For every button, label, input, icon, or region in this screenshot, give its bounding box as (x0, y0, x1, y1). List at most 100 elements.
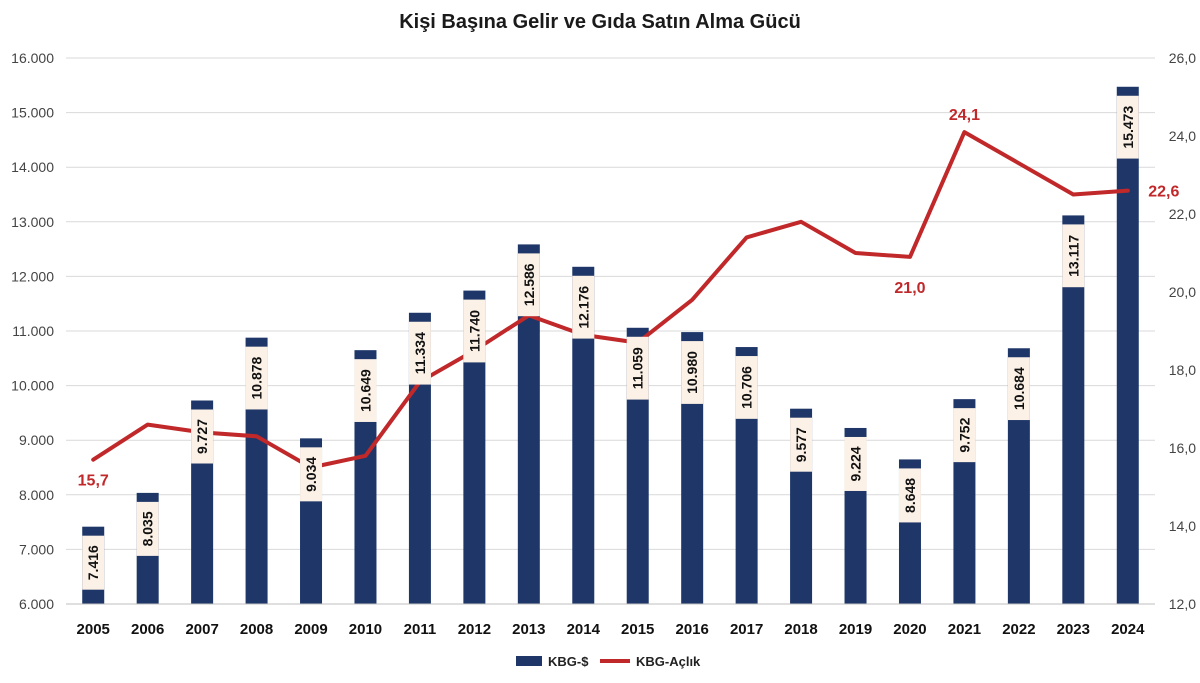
x-tick-label: 2022 (1002, 621, 1035, 638)
legend-bar-swatch (516, 656, 542, 666)
bar (463, 290, 486, 604)
left-tick-label: 13.000 (11, 214, 54, 230)
bar-label-box (517, 253, 540, 317)
legend-line-label: KBG-Açlık (636, 654, 701, 669)
x-axis: 2005 2006 2007 2008 2009 2010 2011 2012 2013 2014… (66, 603, 1155, 638)
left-tick-label: 11.000 (12, 323, 54, 339)
bar-label-box (191, 409, 214, 464)
bar-label-box (1062, 224, 1085, 288)
right-tick-label: 12,0 (1169, 596, 1196, 612)
line-point (1072, 194, 1074, 195)
left-axis: 6.000 7.000 8.000 9.000 10.000 11.000 12.000 13… (11, 50, 54, 612)
x-tick-label: 2019 (839, 621, 872, 638)
chart-title: Kişi Başına Gelir ve Gıda Satın Alma Güc… (399, 11, 801, 33)
bar (572, 266, 595, 604)
bar (1116, 86, 1139, 605)
x-tick-label: 2015 (621, 621, 654, 638)
x-tick-label: 2005 (77, 621, 110, 638)
bar-value-label: 10.980 (684, 351, 700, 394)
left-tick-label: 7.000 (19, 541, 54, 557)
bar-label-box (844, 436, 867, 491)
bar-label-box (82, 535, 105, 590)
right-tick-label: 20,0 (1169, 284, 1196, 300)
line-point-label: 15,7 (78, 473, 109, 490)
bar-value-labels: 7.416 8.035 9.727 10.878 9.034 10.649 11.334 11… (82, 95, 1139, 590)
bar-value-label: 9.577 (793, 427, 809, 462)
line-point-labels: 15,7 21,0 24,1 22,6 (78, 107, 1180, 490)
left-tick-label: 16.000 (11, 50, 54, 66)
left-tick-label: 10.000 (11, 378, 54, 394)
bar-label-box (626, 336, 649, 400)
bar-value-label: 11.059 (630, 347, 646, 389)
bar-value-label: 12.586 (521, 263, 537, 306)
left-tick-label: 12.000 (11, 268, 54, 284)
bar-value-label: 9.752 (956, 417, 972, 452)
x-tick-label: 2016 (675, 621, 708, 638)
bar-value-label: 9.224 (848, 446, 864, 481)
bar-label-box (354, 359, 377, 422)
x-tick-label: 2008 (240, 621, 273, 638)
line-point (1127, 190, 1129, 192)
x-tick-label: 2012 (458, 621, 491, 638)
line-point-label: 22,6 (1148, 184, 1179, 201)
right-tick-label: 22,0 (1169, 206, 1196, 222)
bar-label-box (735, 356, 758, 419)
x-tick-label: 2007 (185, 621, 218, 638)
x-tick-label: 2011 (404, 621, 437, 638)
bar-value-label: 8.035 (140, 511, 156, 546)
bar-series (82, 86, 1139, 605)
bar-label-box (898, 468, 921, 523)
right-tick-label: 24,0 (1169, 128, 1196, 144)
bar-label-box (136, 501, 159, 556)
bar-label-box (1116, 95, 1139, 159)
left-tick-label: 15.000 (11, 105, 54, 121)
bar-value-label: 13.117 (1065, 235, 1081, 277)
bar-label-box (790, 417, 813, 472)
line-point-label: 21,0 (894, 280, 925, 297)
bar-value-label: 11.334 (412, 332, 428, 374)
bar (1062, 215, 1085, 604)
line-point (364, 455, 366, 457)
bar-value-label: 10.649 (357, 369, 373, 412)
bar-value-label: 10.878 (249, 356, 265, 399)
right-tick-label: 14,0 (1169, 518, 1196, 534)
left-tick-label: 8.000 (19, 487, 54, 503)
line-point (1018, 162, 1020, 164)
bar-value-label: 7.416 (85, 545, 101, 580)
line-point (800, 221, 802, 223)
bar-value-label: 10.706 (739, 366, 755, 409)
bar-value-label: 15.473 (1120, 106, 1136, 149)
x-tick-label: 2024 (1111, 621, 1145, 638)
gridlines (66, 57, 1155, 605)
x-tick-label: 2017 (730, 621, 763, 638)
right-tick-label: 18,0 (1169, 362, 1196, 378)
bar-value-label: 9.727 (194, 419, 210, 454)
bar-value-label: 8.648 (902, 478, 918, 513)
bar-value-label: 11.740 (466, 310, 482, 352)
right-tick-label: 26,0 (1169, 50, 1196, 66)
bar (517, 244, 540, 604)
line-point (92, 459, 94, 461)
bar-label-box (300, 447, 323, 502)
bar-value-label: 10.684 (1011, 367, 1027, 410)
bar-label-box (1007, 357, 1030, 421)
x-tick-label: 2014 (567, 621, 601, 638)
x-tick-label: 2020 (893, 621, 926, 638)
line-point (256, 435, 258, 437)
left-tick-label: 14.000 (11, 159, 54, 175)
bar-label-box (681, 341, 704, 404)
line-point (691, 299, 693, 301)
x-tick-label: 2006 (131, 621, 164, 638)
line-point-label: 24,1 (949, 107, 980, 124)
line-point (909, 256, 911, 258)
line-point (963, 131, 965, 133)
x-tick-label: 2018 (784, 621, 817, 638)
x-tick-label: 2023 (1057, 621, 1090, 638)
line-point (855, 252, 857, 254)
x-tick-label: 2010 (349, 621, 382, 638)
bar-label-box (245, 346, 268, 410)
line-point (746, 236, 748, 238)
bar-label-box (408, 321, 431, 385)
right-axis: 12,0 14,0 16,0 18,0 20,0 22,0 24,0 26,0 (1169, 50, 1196, 612)
